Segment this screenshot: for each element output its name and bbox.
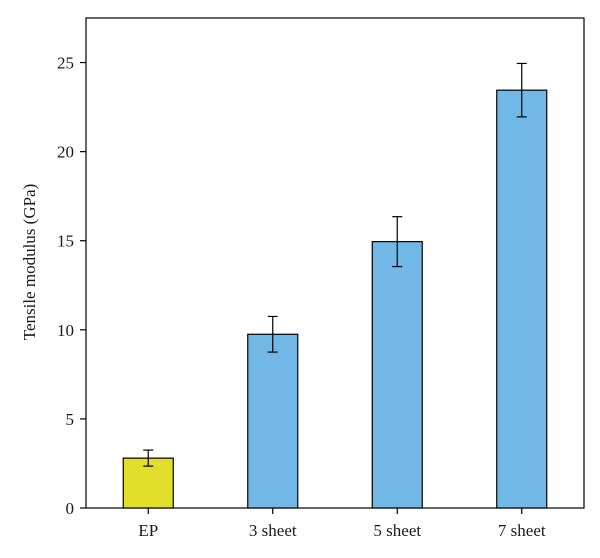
x-tick-label: 5 sheet — [373, 521, 421, 540]
y-tick-label: 10 — [57, 321, 74, 340]
x-tick-label: 3 sheet — [249, 521, 297, 540]
x-axis: EP 3 sheet 5 sheet 7 sheet — [138, 508, 546, 540]
y-axis-title: Tensile modulus (GPa) — [20, 184, 39, 341]
y-axis: 0 5 10 15 20 25 — [57, 54, 86, 518]
y-tick-label: 15 — [57, 232, 74, 251]
y-tick-label: 20 — [57, 143, 74, 162]
bar — [247, 333, 299, 509]
x-tick-label: 7 sheet — [498, 521, 546, 540]
bars — [122, 62, 548, 509]
y-tick-label: 5 — [66, 410, 75, 429]
bar — [371, 241, 423, 509]
bar — [496, 89, 548, 509]
y-tick-label: 25 — [57, 54, 74, 73]
x-tick-label: EP — [138, 521, 158, 540]
y-tick-label: 0 — [66, 499, 75, 518]
plot-area — [85, 17, 585, 509]
